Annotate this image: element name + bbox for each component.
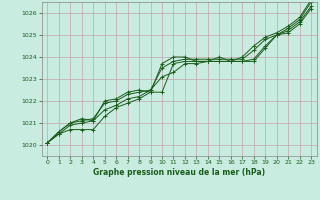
X-axis label: Graphe pression niveau de la mer (hPa): Graphe pression niveau de la mer (hPa) [93,168,265,177]
